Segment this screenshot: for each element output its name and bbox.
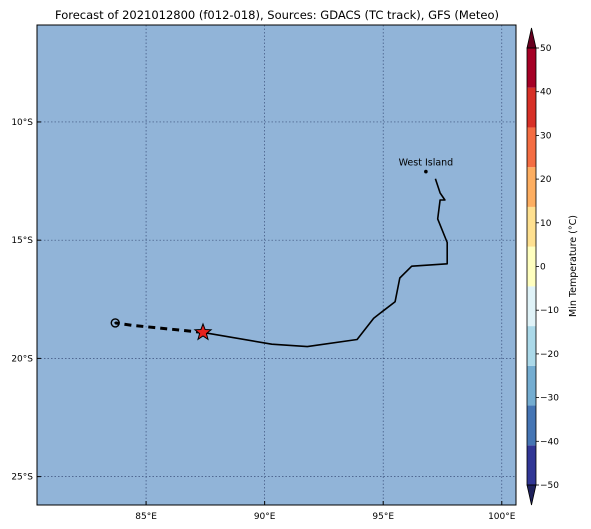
longitude-tick-label: 95°E xyxy=(372,512,394,522)
colorbar-segment xyxy=(527,48,536,88)
colorbar-segment xyxy=(527,246,536,287)
map-gridlines xyxy=(37,25,516,505)
colorbar-segment xyxy=(527,445,536,485)
colorbar-tick-label: 10 xyxy=(540,219,552,229)
cyclone-track xyxy=(110,178,449,348)
forecast-end-dot xyxy=(114,321,117,324)
current-position-star-icon xyxy=(193,322,213,341)
place-marker xyxy=(424,169,428,174)
latitude-axis: 10°S 15°S 20°S 25°S xyxy=(11,118,41,483)
colorbar-segment xyxy=(527,167,536,207)
latitude-tick-label: 10°S xyxy=(11,118,33,128)
map-title: Forecast of 2021012800 (f012-018), Sourc… xyxy=(55,8,499,22)
forecast-end-marker xyxy=(110,318,120,328)
colorbar: 50 40 30 20 10 0 −10 −20 −30 −40 −50 xyxy=(526,27,559,506)
ocean-background xyxy=(37,25,516,505)
colorbar-extend-low xyxy=(526,484,537,506)
colorbar-tick-label: 30 xyxy=(540,131,552,141)
colorbar-tick-label: −40 xyxy=(540,437,559,447)
longitude-tick-label: 85°E xyxy=(135,512,157,522)
colorbar-tick-label: −10 xyxy=(540,306,559,316)
colorbar-segment xyxy=(527,286,536,327)
colorbar-tick-label: 20 xyxy=(540,175,552,185)
past-track-line xyxy=(202,178,449,348)
colorbar-tick-label: −30 xyxy=(540,394,559,404)
map-places: West Island xyxy=(399,158,454,174)
latitude-tick-label: 25°S xyxy=(11,473,33,483)
longitude-axis: 85°E 90°E 95°E 100°E xyxy=(135,501,516,522)
colorbar-extend-high xyxy=(526,27,537,49)
colorbar-segment xyxy=(527,87,536,128)
colorbar-label: Min Temperature (°C) xyxy=(568,215,579,317)
colorbar-segment xyxy=(527,365,536,406)
latitude-tick-label: 15°S xyxy=(11,236,33,246)
colorbar-segment xyxy=(527,405,536,446)
colorbar-tick-label: 40 xyxy=(540,88,552,98)
map-frame xyxy=(36,24,517,506)
colorbar-tick-label: 50 xyxy=(540,44,552,54)
colorbar-tick-label: 0 xyxy=(540,263,546,273)
colorbar-segment xyxy=(527,326,536,366)
longitude-tick-label: 90°E xyxy=(254,512,276,522)
colorbar-segment xyxy=(527,127,536,168)
longitude-tick-label: 100°E xyxy=(488,512,516,522)
place-label: West Island xyxy=(399,158,454,169)
colorbar-tick-label: −20 xyxy=(540,350,559,360)
latitude-tick-label: 20°S xyxy=(11,354,33,364)
colorbar-segment xyxy=(527,206,536,247)
colorbar-tick-label: −50 xyxy=(540,481,559,491)
